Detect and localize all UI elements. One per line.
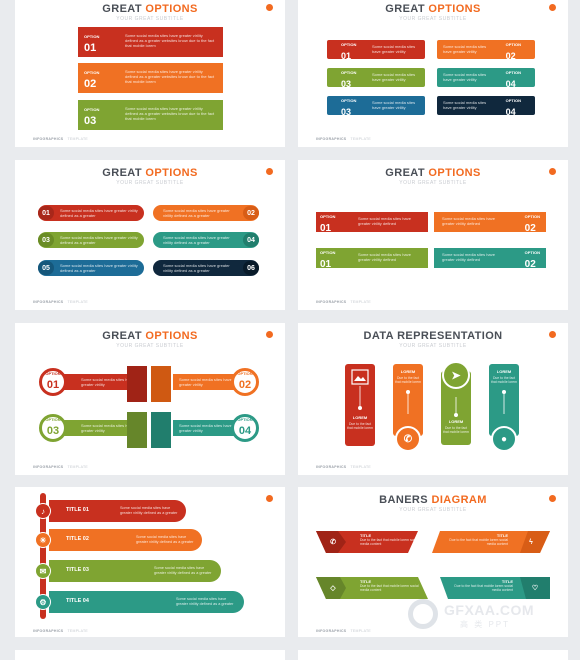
slide-title: BANERS DIAGRAM (379, 494, 487, 506)
slide-footer: INFOGRAPHICS TEMPLATE (33, 629, 89, 633)
slide-footer: INFOGRAPHICS TEMPLATE (33, 300, 89, 304)
slide-title: GREAT OPTIONS (102, 167, 198, 179)
flash-icon: ϟ (529, 538, 533, 546)
accent-dot-icon (549, 4, 556, 11)
option-box-04: Some social media sites have greater vir… (437, 68, 535, 89)
option-band-03: Some social media sites have greater vir… (53, 420, 143, 436)
connector-block-01 (127, 366, 147, 402)
timeline-rail (40, 493, 46, 619)
slide-great-options-2[interactable]: GREAT OPTIONS YOUR GREAT SUBTITLE OPTION… (298, 0, 568, 147)
send-icon: ➤ (442, 361, 470, 389)
option-box-01: OPTION 01 Some social media sites have gr… (327, 40, 425, 61)
accent-dot-icon (549, 495, 556, 502)
slide-great-options-5[interactable]: GREAT OPTIONS YOUR GREAT SUBTITLE Some s… (15, 323, 285, 475)
option-bar-02: OPTION 02 Some social media sites have gr… (78, 63, 223, 93)
slide-footer: INFOGRAPHICS TEMPLATE (316, 137, 372, 141)
accent-dot-icon (266, 331, 273, 338)
accent-dot-icon (549, 331, 556, 338)
slide-baners-diagram[interactable]: BANERS DIAGRAM YOUR GREAT SUBTITLE ✆ ϟ ◇… (298, 487, 568, 637)
connector-block-02 (151, 366, 171, 402)
slide-subtitle: YOUR GREAT SUBTITLE (116, 343, 184, 349)
bell-icon: ♪ (35, 503, 51, 519)
watermark-text: GFXAA.COM (444, 602, 535, 618)
option-box-02: Some social media sites have greater vir… (437, 40, 535, 61)
phone-icon: ✆ (330, 539, 336, 546)
tools-icon: ⚙ (35, 594, 51, 610)
slide-footer: INFOGRAPHICS TEMPLATE (316, 629, 372, 633)
slide-data-representation[interactable]: DATA REPRESENTATION YOUR GREAT SUBTITLE … (298, 323, 568, 475)
banner-shapes (316, 531, 550, 599)
option-banner-01: OPTION 01 Some social media sites have gr… (316, 212, 428, 234)
slide-subtitle: YOUR GREAT SUBTITLE (399, 180, 467, 186)
diamond-icon: ◇ (330, 585, 336, 592)
option-band-01: Some social media sites have greater vir… (53, 374, 143, 390)
option-pill-01: 01 Some social media sites have greater v… (38, 205, 144, 221)
accent-dot-icon (266, 168, 273, 175)
banner-text-01: TITLE Due to the fact that mobile lorem s… (360, 533, 419, 547)
watermark-sub: 高 类 PPT (460, 620, 511, 629)
option-pill-06: Some social media sites have greater vir… (153, 260, 259, 276)
slide-partial-9 (15, 650, 285, 660)
slide-subtitle: YOUR GREAT SUBTITLE (399, 343, 467, 349)
slide-title: GREAT OPTIONS (385, 3, 481, 15)
title-bar-02: TITLE 02 Some social media sites have gr… (49, 529, 202, 551)
slide-title: GREAT OPTIONS (102, 3, 198, 15)
watermark-logo-icon (408, 599, 438, 629)
banner-text-02: TITLE Due to the fact that mobile lorem s… (449, 533, 508, 547)
slide-partial-10 (298, 650, 568, 660)
slide-footer: INFOGRAPHICS TEMPLATE (316, 465, 372, 469)
slide-great-options-4[interactable]: GREAT OPTIONS YOUR GREAT SUBTITLE OPTION… (298, 160, 568, 310)
accent-dot-icon (549, 168, 556, 175)
accent-dot-icon (266, 4, 273, 11)
title-bar-01: TITLE 01 Some social media sites have gr… (49, 500, 186, 522)
slide-subtitle: YOUR GREAT SUBTITLE (116, 16, 184, 22)
slide-title: DATA REPRESENTATION (363, 330, 503, 342)
slide-subtitle: YOUR GREAT SUBTITLE (399, 16, 467, 22)
option-bar-03: OPTION 03 Some social media sites have gr… (78, 100, 223, 130)
option-circle-02: OPTION 02 (231, 368, 259, 396)
option-box-03: OPTION 03 Some social media sites have gr… (327, 68, 425, 89)
slide-great-options-3[interactable]: GREAT OPTIONS YOUR GREAT SUBTITLE 01 Some… (15, 160, 285, 310)
option-box-06: Some social media sites have greater vir… (437, 96, 535, 117)
option-circle-04: OPTION 04 (231, 414, 259, 442)
option-banner-02: Some social media sites have greater vir… (434, 212, 546, 234)
title-bar-04: TITLE 04 Some social media sites have gr… (49, 591, 244, 613)
option-pill-05: 05 Some social media sites have greater v… (38, 260, 144, 276)
chat-icon: ● (491, 426, 517, 452)
slide-footer: INFOGRAPHICS TEMPLATE (316, 300, 372, 304)
connector-block-03 (127, 412, 147, 448)
bulb-icon: ☀ (35, 532, 51, 548)
banner-text-04: TITLE Due to the fact that mobile lorem s… (454, 579, 513, 593)
banner-text-03: TITLE Due to the fact that mobile lorem s… (360, 579, 419, 593)
option-pill-04: Some social media sites have greater vir… (153, 232, 259, 248)
connector-block-04 (151, 412, 171, 448)
option-pill-03: 03 Some social media sites have greater v… (38, 232, 144, 248)
option-bar-01: OPTION 01 Some social media sites have gr… (78, 27, 223, 57)
slide-subtitle: YOUR GREAT SUBTITLE (399, 507, 467, 513)
heart-icon: ♡ (531, 585, 539, 592)
title-bar-03: TITLE 03 Some social media sites have gr… (49, 560, 221, 582)
option-box-05: OPTION 03 Some social media sites have gr… (327, 96, 425, 117)
slide-titles-timeline[interactable]: TITLE 01 Some social media sites have gr… (15, 487, 285, 637)
option-pill-02: Some social media sites have greater vir… (153, 205, 259, 221)
slide-subtitle: YOUR GREAT SUBTITLE (116, 180, 184, 186)
slide-title: GREAT OPTIONS (385, 167, 481, 179)
option-circle-03: OPTION 03 (39, 414, 67, 442)
slide-footer: INFOGRAPHICS TEMPLATE (33, 137, 89, 141)
option-banner-04: Some social media sites have greater vir… (434, 248, 546, 270)
phone-icon: ✆ (395, 426, 421, 452)
mail-icon: ✉ (35, 563, 51, 579)
data-card-01: LOREM Due to the fact that mobile lorem (345, 364, 375, 446)
slide-footer: INFOGRAPHICS TEMPLATE (33, 465, 89, 469)
data-card-04: LOREM Due to the fact that mobile lorem (489, 364, 519, 436)
data-card-02: LOREM Due to the fact that mobile lorem (393, 364, 423, 436)
slide-great-options-1[interactable]: GREAT OPTIONS YOUR GREAT SUBTITLE OPTION… (15, 0, 285, 147)
option-circle-01: OPTION 01 (39, 368, 67, 396)
accent-dot-icon (266, 495, 273, 502)
option-banner-03: OPTION 01 Some social media sites have gr… (316, 248, 428, 270)
slide-title: GREAT OPTIONS (102, 330, 198, 342)
